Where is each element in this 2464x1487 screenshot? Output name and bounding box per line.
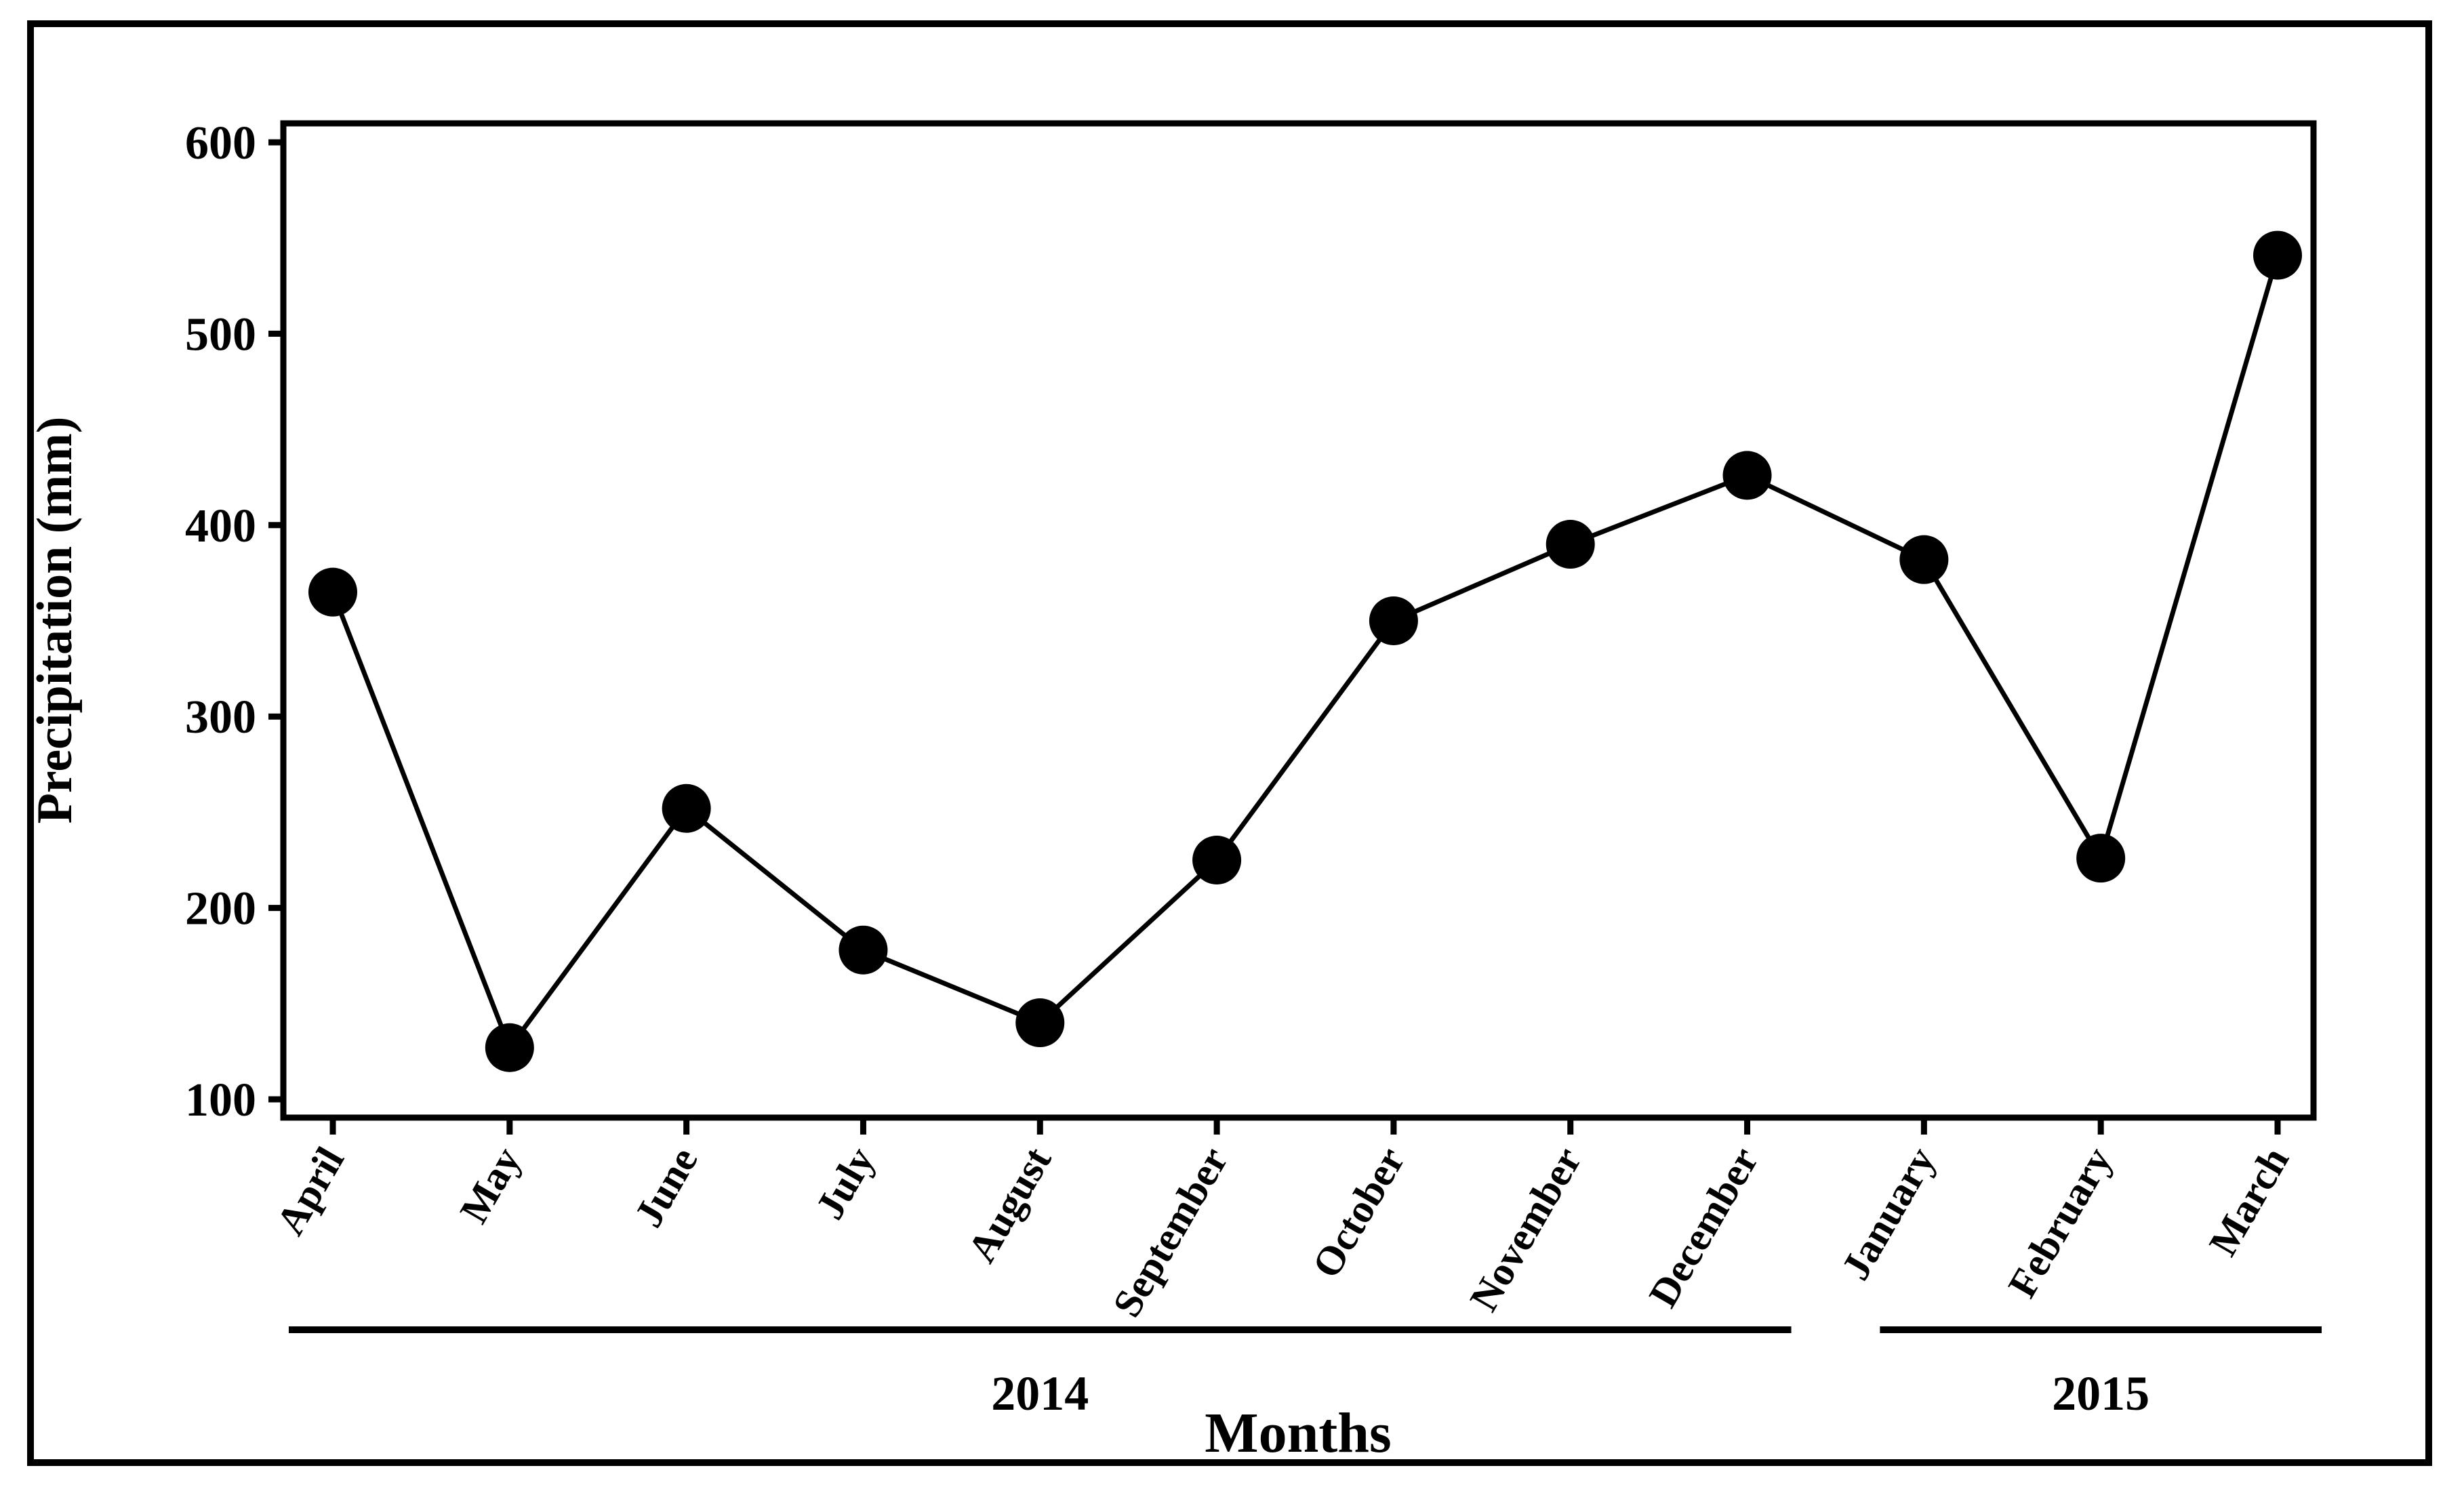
data-point-may	[485, 1023, 534, 1072]
data-point-june	[662, 783, 711, 833]
y-tick-label: 300	[185, 691, 256, 744]
month-label: February	[2000, 1140, 2121, 1305]
month-label: January	[1833, 1140, 1944, 1288]
data-point-april	[308, 567, 357, 617]
y-tick-label: 600	[185, 117, 256, 169]
year-group-labels: 2014 2015	[289, 1326, 2322, 1421]
data-point-august	[1015, 998, 1065, 1048]
y-tick-label: 400	[185, 500, 256, 552]
year-label-2014: 2014	[991, 1366, 1089, 1421]
x-axis-title: Months	[1205, 1402, 1391, 1465]
month-label: October	[1304, 1140, 1413, 1286]
data-point-november	[1546, 520, 1595, 569]
data-point-january	[1899, 535, 1949, 584]
data-point-december	[1722, 451, 1772, 500]
month-label: August	[959, 1139, 1060, 1269]
y-tick-label: 100	[185, 1074, 256, 1126]
month-label: September	[1104, 1139, 1236, 1324]
month-label: March	[2200, 1140, 2297, 1263]
figure-border	[27, 20, 2432, 1466]
data-point-july	[839, 925, 888, 975]
data-point-february	[2076, 834, 2126, 883]
y-axis-title: Precipitation (mm)	[27, 417, 83, 824]
month-label: April	[268, 1140, 352, 1242]
y-tick-label: 200	[185, 883, 256, 935]
data-point-march	[2253, 230, 2302, 280]
month-label: June	[626, 1140, 706, 1235]
plot-box	[280, 120, 2317, 1121]
month-label: December	[1640, 1140, 1767, 1315]
month-label: November	[1461, 1140, 1590, 1319]
x-axis-ticks: April May June July August September October No…	[268, 1118, 2297, 1324]
series-line	[330, 254, 2280, 1051]
y-axis-ticks: 600 500 400 300 200 100	[185, 117, 283, 1126]
data-point-september	[1192, 836, 1242, 884]
month-label: May	[451, 1140, 529, 1231]
month-label: July	[807, 1140, 883, 1227]
data-series	[308, 230, 2302, 1072]
data-point-october	[1369, 596, 1418, 645]
year-label-2015: 2015	[2052, 1366, 2149, 1421]
y-tick-label: 500	[185, 308, 256, 361]
